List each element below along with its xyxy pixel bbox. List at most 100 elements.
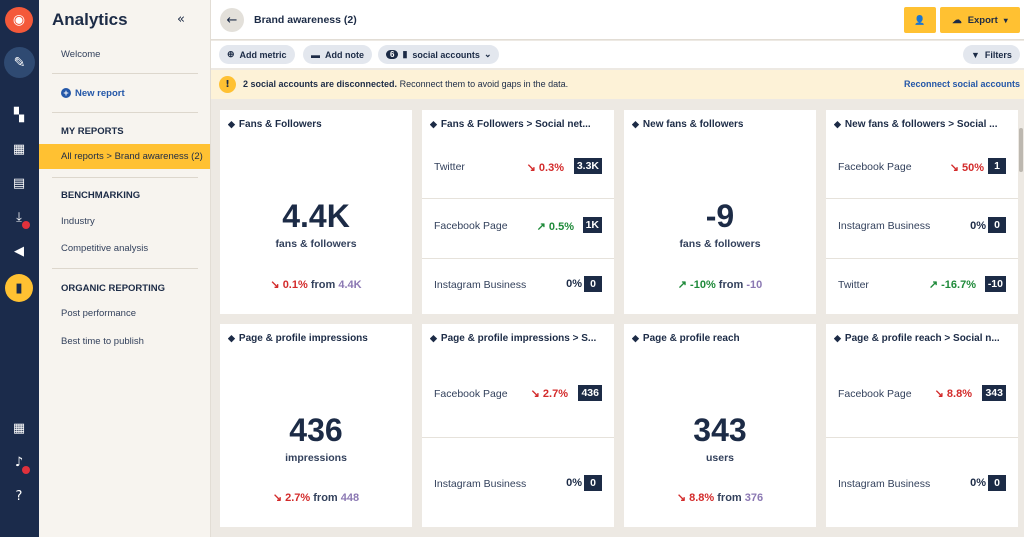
filters-button[interactable]: ▼ Filters bbox=[963, 45, 1020, 64]
apps-icon[interactable]: ▦ bbox=[12, 420, 26, 436]
metric-card-impressions[interactable]: ◆ Page & profile impressions 436 impressi… bbox=[220, 324, 412, 527]
metric-icon: ◆ bbox=[228, 119, 235, 129]
previous-value: 4.4K bbox=[338, 279, 362, 291]
scrollbar[interactable] bbox=[1019, 128, 1023, 172]
sidebar-item-post-performance[interactable]: Post performance bbox=[61, 308, 136, 319]
share-button[interactable]: 👤 bbox=[904, 7, 936, 33]
network-row: Instagram Business 0% 0 bbox=[422, 260, 614, 314]
organic-reporting-header: ORGANIC REPORTING bbox=[61, 283, 165, 294]
network-label: Instagram Business bbox=[838, 478, 931, 490]
metric-unit: users bbox=[705, 452, 735, 464]
calendar-icon[interactable]: ▤ bbox=[12, 175, 26, 191]
add-metric-label: Add metric bbox=[239, 49, 287, 60]
network-change: ↘ 2.7% bbox=[530, 388, 568, 400]
metric-card-reach[interactable]: ◆ Page & profile reach 343 users ↘ 8.8% f… bbox=[624, 324, 816, 527]
sidebar-item-label: All reports > Brand awareness (2) bbox=[61, 151, 203, 162]
card-title-text: Page & profile reach > Social n... bbox=[844, 333, 1000, 344]
sidebar-title: Analytics bbox=[52, 10, 128, 29]
network-change: 0% bbox=[970, 220, 986, 232]
help-icon[interactable]: ? bbox=[15, 488, 23, 504]
filters-label: Filters bbox=[984, 49, 1012, 60]
metric-unit: impressions bbox=[285, 452, 347, 464]
metric-card-fans[interactable]: ◆ Fans & Followers 4.4K fans & followers … bbox=[220, 110, 412, 314]
bell-icon[interactable]: ♪ bbox=[14, 454, 24, 470]
card-title: ◆ Fans & Followers bbox=[228, 119, 404, 130]
network-value: 436 bbox=[578, 385, 602, 401]
inbox-icon[interactable]: ⤓ bbox=[16, 209, 22, 225]
card-title: ◆ Page & profile reach bbox=[632, 333, 808, 344]
network-change: ↘ 8.8% bbox=[934, 388, 972, 400]
sidebar-item-welcome[interactable]: Welcome bbox=[61, 49, 101, 60]
network-value: 3.3K bbox=[573, 158, 602, 174]
analytics-icon[interactable]: ▮ bbox=[5, 274, 33, 302]
banner-message: 2 social accounts are disconnected. Reco… bbox=[243, 79, 568, 89]
metric-card-reach-by-network[interactable]: ◆ Page & profile reach > Social n... Face… bbox=[826, 324, 1018, 527]
metric-card-new-fans[interactable]: ◆ New fans & followers -9 fans & follower… bbox=[624, 110, 816, 314]
social-accounts-dropdown[interactable]: 6 ▮ social accounts ⌄ bbox=[378, 45, 500, 64]
metric-change: ↗ -10% from -10 bbox=[624, 278, 816, 291]
network-row: Facebook Page ↘ 50% 1 bbox=[826, 140, 1018, 199]
metric-card-impressions-by-network[interactable]: ◆ Page & profile impressions > S... Faceb… bbox=[422, 324, 614, 527]
network-row: Instagram Business 0% 0 bbox=[826, 439, 1018, 527]
change-percent: 0.1% bbox=[282, 279, 308, 291]
change-percent: 2.7% bbox=[285, 492, 311, 504]
dashboard-icon[interactable]: ▦ bbox=[12, 141, 26, 157]
network-label: Instagram Business bbox=[434, 279, 527, 291]
sidebar-item-industry[interactable]: Industry bbox=[61, 216, 95, 227]
network-row: Facebook Page ↗ 0.5% 1K bbox=[422, 200, 614, 259]
metric-card-new-fans-by-network[interactable]: ◆ New fans & followers > Social ... Faceb… bbox=[826, 110, 1018, 314]
owl-logo-icon[interactable]: ◉ bbox=[5, 7, 33, 33]
metric-icon: ◆ bbox=[430, 119, 437, 129]
banner-bold-text: 2 social accounts are disconnected. bbox=[243, 79, 398, 89]
card-title: ◆ Fans & Followers > Social net... bbox=[430, 119, 606, 130]
back-button[interactable]: ← bbox=[220, 8, 244, 32]
card-title-text: Page & profile impressions bbox=[238, 333, 368, 344]
export-button[interactable]: ☁ Export ▾ bbox=[940, 7, 1020, 33]
network-change: ↗ -16.7% bbox=[928, 279, 976, 291]
network-change: 0% bbox=[970, 477, 986, 489]
report-header: ← Brand awareness (2) 👤 ☁ Export ▾ bbox=[211, 0, 1024, 40]
collapse-sidebar-button[interactable]: « bbox=[177, 12, 185, 27]
chevron-down-icon: ▾ bbox=[1003, 15, 1008, 25]
network-change: 0% bbox=[566, 278, 582, 290]
add-note-label: Add note bbox=[325, 49, 364, 60]
network-change: 0% bbox=[566, 477, 582, 489]
new-report-button[interactable]: + New report bbox=[61, 88, 125, 99]
add-note-button[interactable]: ▬ Add note bbox=[303, 45, 372, 64]
megaphone-icon[interactable]: ◀ bbox=[14, 243, 24, 259]
sidebar-item-brand-awareness[interactable]: All reports > Brand awareness (2) bbox=[39, 144, 210, 169]
metric-card-fans-by-network[interactable]: ◆ Fans & Followers > Social net... Twitte… bbox=[422, 110, 614, 314]
add-metric-button[interactable]: ⊕ Add metric bbox=[219, 45, 295, 64]
new-report-label: New report bbox=[75, 88, 125, 99]
previous-value: 376 bbox=[744, 492, 764, 504]
network-row: Instagram Business 0% 0 bbox=[826, 200, 1018, 259]
sidebar-item-best-time[interactable]: Best time to publish bbox=[61, 336, 144, 347]
network-value: 1 bbox=[988, 158, 1006, 174]
network-change: ↘ 50% bbox=[949, 162, 984, 174]
network-label: Instagram Business bbox=[838, 220, 931, 232]
network-value: -10 bbox=[984, 276, 1006, 292]
compose-icon[interactable]: ✎ bbox=[4, 47, 35, 78]
network-row: Facebook Page ↘ 2.7% 436 bbox=[422, 354, 614, 438]
change-percent: 0.5% bbox=[548, 221, 574, 233]
change-percent: 2.7% bbox=[542, 388, 568, 400]
reconnect-accounts-link[interactable]: Reconnect social accounts bbox=[903, 79, 1020, 89]
network-label: Facebook Page bbox=[838, 161, 912, 173]
metric-value: 343 bbox=[693, 412, 747, 448]
change-percent: 8.8% bbox=[689, 492, 715, 504]
previous-value: 448 bbox=[340, 492, 360, 504]
metric-icon: ◆ bbox=[834, 119, 841, 129]
sidebar-item-competitive-analysis[interactable]: Competitive analysis bbox=[61, 243, 149, 254]
change-percent: 0.3% bbox=[538, 162, 564, 174]
card-title: ◆ Page & profile impressions bbox=[228, 333, 404, 344]
from-label: from bbox=[718, 279, 744, 291]
metric-icon: ◆ bbox=[228, 333, 235, 343]
network-label: Twitter bbox=[434, 161, 465, 173]
chevron-down-icon: ⌄ bbox=[483, 49, 492, 59]
change-percent: 50% bbox=[961, 162, 984, 174]
change-percent: -16.7% bbox=[941, 279, 976, 291]
network-value: 343 bbox=[982, 385, 1006, 401]
streams-icon[interactable]: ▚ bbox=[14, 107, 24, 123]
metric-icon: ◆ bbox=[632, 119, 639, 129]
divider bbox=[52, 177, 198, 178]
